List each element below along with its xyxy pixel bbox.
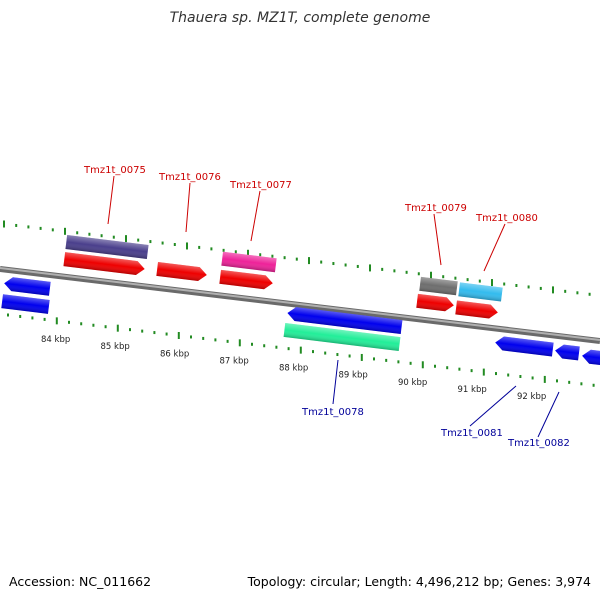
gene-label[interactable]: Tmz1t_0079 [404,203,467,214]
lower-tick-row [7,313,595,387]
gene-reverse-2[interactable] [1,294,50,314]
gene-reverse-6[interactable] [581,349,600,366]
scale-tick-label: 84 kbp [41,335,70,345]
gene-forward-3[interactable] [219,269,273,290]
gene-label[interactable]: Tmz1t_0082 [507,438,570,449]
gene-label[interactable]: Tmz1t_0075 [83,165,146,176]
scale-tick-label: 86 kbp [160,349,189,359]
genome-summary-text: Topology: circular; Length: 4,496,212 bp… [247,574,591,589]
label-leader-lines [107,175,560,438]
scale-tick-label: 87 kbp [220,356,249,366]
scale-tick-label: 90 kbp [398,378,427,388]
gene-reverse-4[interactable] [494,336,554,357]
accession-text: Accession: NC_011662 [9,574,152,589]
gene-forward-1[interactable] [63,252,145,276]
scale-tick-label: 92 kbp [517,392,546,402]
gene-forward-2[interactable] [156,262,207,282]
scale-labels: 84 kbp 85 kbp 86 kbp 87 kbp 88 kbp 89 kbp 90 k… [41,335,546,402]
gene-forward-4[interactable] [416,293,454,312]
gene-label[interactable]: Tmz1t_0076 [158,172,221,183]
scale-tick-label: 91 kbp [458,385,487,395]
cog-forward-2[interactable] [221,251,277,273]
genome-backbone [0,266,600,344]
gene-reverse-3[interactable] [287,306,403,335]
scale-tick-label: 89 kbp [339,371,368,381]
gene-reverse-1[interactable] [3,276,51,296]
scale-tick-label: 85 kbp [101,342,130,352]
gene-label[interactable]: Tmz1t_0078 [301,407,364,418]
gene-reverse-5[interactable] [554,344,580,361]
cog-forward-4[interactable] [458,282,503,302]
cog-reverse-1[interactable] [283,322,401,352]
map-title: Thauera sp. MZ1T, complete genome [169,10,431,26]
scale-tick-label: 88 kbp [279,364,308,374]
cog-forward-1[interactable] [65,235,149,259]
gene-label[interactable]: Tmz1t_0080 [475,213,538,224]
gene-label[interactable]: Tmz1t_0081 [440,428,503,439]
gene-forward-5[interactable] [455,300,498,319]
cog-forward-3[interactable] [419,276,458,296]
gene-label[interactable]: Tmz1t_0077 [229,180,292,191]
